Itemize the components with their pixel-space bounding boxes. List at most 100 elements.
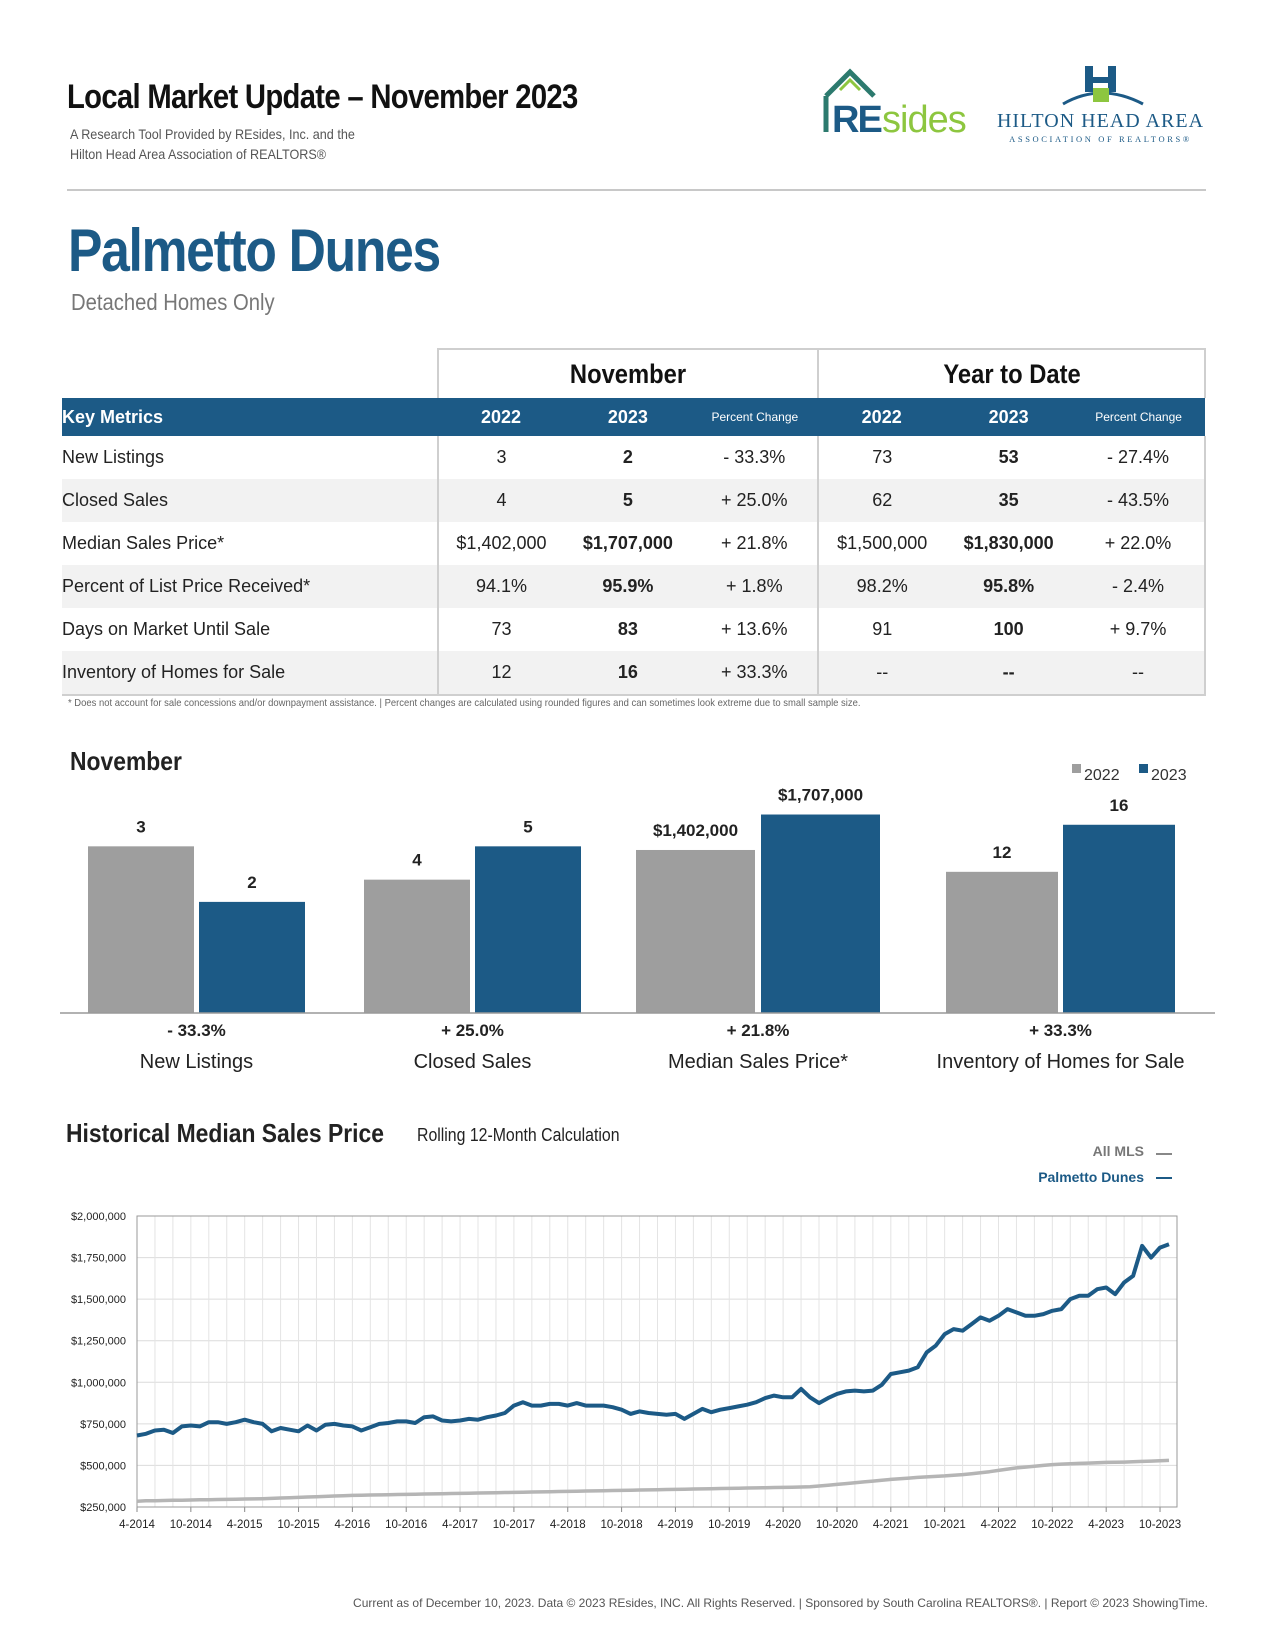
bar-value-label-2023: 2: [247, 873, 256, 892]
cell-month-2022: 4: [436, 479, 565, 522]
legend-label-2023: 2023: [1151, 767, 1187, 784]
bar-value-label-2022: 4: [412, 851, 422, 870]
column-header-month-2022: 2022: [437, 398, 565, 436]
cell-month-2023: 16: [564, 651, 692, 696]
hilton-head-logo-association: ASSOCIATION OF REALTORS®: [1009, 134, 1192, 144]
hilton-head-logo-mark: [1062, 66, 1144, 106]
legend-label-area: Palmetto Dunes: [1038, 1169, 1144, 1185]
cell-month-2022: 3: [436, 436, 565, 479]
x-tick-label: 4-2021: [873, 1519, 909, 1531]
page-footer: Current as of December 10, 2023. Data © …: [353, 1596, 1208, 1610]
y-tick-label: $250,000: [80, 1502, 126, 1514]
series-line-palmetto-dunes: [136, 1242, 1170, 1438]
cell-ytd-2023: $1,830,000: [963, 533, 1054, 553]
cell-ytd-2022: 91: [817, 608, 946, 651]
x-tick-label: 10-2015: [277, 1519, 319, 1531]
report-title: Local Market Update – November 2023: [67, 78, 578, 116]
cell-ytd-2023: 95.8%: [945, 565, 1073, 608]
series-line-all-mls: [136, 1458, 1170, 1503]
bar-2022: [636, 849, 755, 1013]
cell-ytd-pct: --: [1072, 651, 1206, 696]
bar-category-label: Median Sales Price*: [668, 1051, 848, 1073]
history-chart-subtitle: Rolling 12-Month Calculation: [417, 1125, 620, 1145]
bar-category-label: Inventory of Homes for Sale: [937, 1051, 1185, 1073]
legend-swatch-2022: [1072, 764, 1081, 773]
history-chart-title: Historical Median Sales Price: [66, 1118, 384, 1148]
legend-label-all-mls: All MLS: [1093, 1143, 1144, 1159]
x-tick-label: 4-2015: [227, 1519, 263, 1531]
x-tick-label: 10-2022: [1031, 1519, 1073, 1531]
row-label: Inventory of Homes for Sale: [62, 651, 438, 696]
y-tick-label: $500,000: [80, 1460, 126, 1472]
cell-ytd-pct: - 2.4%: [1072, 565, 1206, 608]
bar-chart-title: November: [70, 746, 182, 776]
bar-2022: [88, 846, 194, 1013]
bar-2023: [199, 901, 305, 1013]
table-row: Days on Market Until Sale 73 83 + 13.6% …: [62, 608, 1206, 651]
cell-ytd-2023: 100: [993, 619, 1024, 639]
x-tick-label: 4-2022: [981, 1519, 1017, 1531]
bar-change-label: + 33.3%: [1029, 1021, 1092, 1040]
table-row: Closed Sales 4 5 + 25.0% 62 35 - 43.5%: [62, 479, 1206, 522]
legend-swatch-2023: [1139, 764, 1148, 773]
group-header-month: November: [436, 348, 820, 398]
resides-logo: RE sides: [823, 68, 967, 141]
column-header-ytd-pct: Percent Change: [1072, 398, 1205, 436]
cell-ytd-pct: - 43.5%: [1072, 479, 1206, 522]
cell-month-2022: 73: [436, 608, 565, 651]
cell-ytd-2023: 35: [945, 479, 1073, 522]
bar-category-label: Closed Sales: [414, 1051, 532, 1073]
report-subtitle-line2: Hilton Head Area Association of REALTORS…: [70, 146, 327, 162]
bar-value-label-2023: 16: [1110, 796, 1129, 815]
cell-month-pct: + 13.6%: [721, 619, 788, 639]
column-header-key-metrics: Key Metrics: [62, 398, 438, 436]
resides-logo-re: RE: [832, 99, 881, 141]
bar-chart: 2022 2023 3 2 - 33.3% New Listings 4 5 + 25.0% Cl…: [60, 764, 1215, 1073]
y-tick-label: $1,000,000: [71, 1377, 126, 1389]
x-tick-label: 4-2023: [1088, 1519, 1124, 1531]
x-tick-label: 10-2017: [493, 1519, 535, 1531]
report-subtitle-line1: A Research Tool Provided by REsides, Inc…: [70, 126, 355, 142]
x-tick-label: 4-2019: [658, 1519, 694, 1531]
table-row: Inventory of Homes for Sale 12 16 + 33.3…: [62, 651, 1206, 696]
cell-ytd-2023: 53: [998, 447, 1019, 467]
y-tick-label: $1,250,000: [71, 1336, 126, 1348]
group-header-ytd: Year to Date: [817, 348, 1206, 398]
history-chart: All MLS Palmetto Dunes $250,000 $500,000 $75…: [71, 1143, 1181, 1531]
hilton-head-logo: HILTON HEAD AREA ASSOCIATION OF REALTORS…: [993, 62, 1208, 148]
cell-month-2023: 2: [622, 447, 633, 467]
bar-2023: [1063, 824, 1175, 1013]
table-row: New Listings 3 2 - 33.3% 73 53 - 27.4%: [62, 436, 1206, 479]
column-header-ytd-2022: 2022: [818, 398, 946, 436]
row-label: Median Sales Price*: [62, 533, 225, 553]
x-tick-label: 10-2019: [708, 1519, 750, 1531]
cell-month-2022: 12: [436, 651, 565, 696]
bar-2022: [364, 879, 470, 1013]
row-label: Days on Market Until Sale: [62, 619, 271, 639]
bar-category-label: New Listings: [140, 1051, 253, 1073]
cell-ytd-2022: --: [817, 651, 946, 696]
area-subtitle: Detached Homes Only: [71, 289, 275, 315]
cell-ytd-2022: $1,500,000: [817, 522, 946, 565]
cell-month-pct: + 33.3%: [691, 651, 819, 696]
table-row: Percent of List Price Received* 94.1% 95…: [62, 565, 1206, 608]
x-tick-label: 10-2014: [170, 1519, 213, 1531]
resides-logo-sides: sides: [882, 99, 966, 141]
table-row: Median Sales Price* $1,402,000 $1,707,00…: [62, 522, 1206, 565]
bar-change-label: + 25.0%: [441, 1021, 504, 1040]
cell-month-2022: $1,402,000: [436, 522, 565, 565]
cell-month-pct: - 33.3%: [723, 447, 786, 467]
cell-month-pct: + 21.8%: [721, 533, 788, 553]
hilton-head-logo-name: HILTON HEAD AREA: [996, 110, 1205, 132]
x-tick-label: 4-2016: [334, 1519, 370, 1531]
legend-label-2022: 2022: [1084, 767, 1120, 784]
cell-month-pct: + 25.0%: [691, 479, 819, 522]
plot-frame: [136, 1215, 1178, 1508]
x-tick-label: 10-2021: [924, 1519, 966, 1531]
column-header-month-pct: Percent Change: [691, 398, 819, 436]
cell-month-2023: $1,707,000: [582, 533, 673, 553]
y-tick-label: $750,000: [80, 1419, 126, 1431]
cell-month-2023: 5: [564, 479, 692, 522]
x-tick-label: 10-2018: [600, 1519, 642, 1531]
row-label: Closed Sales: [62, 479, 438, 522]
